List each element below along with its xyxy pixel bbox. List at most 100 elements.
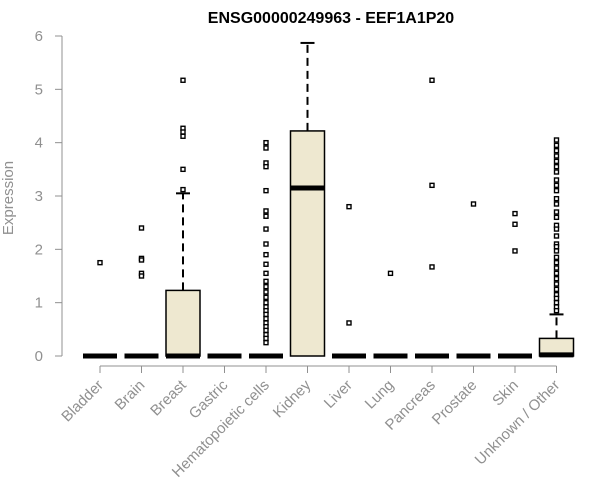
outlier-point [553, 169, 560, 175]
outlier-point [429, 77, 435, 83]
box-group [165, 77, 201, 359]
outlier-point [138, 273, 145, 279]
outlier-point [263, 270, 269, 277]
outlier-point [553, 259, 560, 266]
x-tick-label: Brain [112, 377, 149, 414]
outlier-point [553, 254, 560, 261]
outlier-point [553, 243, 560, 250]
outlier-point [263, 311, 269, 318]
outlier-point [553, 195, 560, 202]
outlier-point [263, 339, 269, 346]
outlier-point [180, 186, 186, 193]
x-tick-label: Skin [489, 377, 522, 410]
outlier-point [512, 210, 518, 217]
x-tick-label: Breast [147, 376, 190, 419]
outlier-point [346, 320, 352, 326]
box-group [498, 210, 532, 359]
chart-title: ENSG00000249963 - EEF1A1P20 [208, 10, 454, 27]
outlier-point [263, 251, 269, 258]
y-tick-label: 5 [35, 81, 43, 98]
outlier-point [263, 283, 269, 290]
outlier-point [553, 299, 560, 306]
outlier-point [553, 209, 560, 215]
outlier-point [263, 139, 269, 146]
outlier-point [263, 335, 269, 342]
x-tick-label: Lung [362, 377, 398, 413]
outlier-point [553, 142, 560, 149]
boxes-group [83, 41, 575, 359]
outlier-point [263, 187, 269, 194]
outlier-point [553, 137, 560, 143]
outlier-point [180, 77, 186, 83]
y-tick-label: 3 [35, 188, 43, 205]
x-tick-label: Kidney [270, 376, 315, 421]
outlier-point [553, 270, 560, 277]
box-group [332, 203, 366, 359]
outlier-point [263, 208, 269, 214]
outlier-point [263, 145, 269, 151]
outlier-point [263, 327, 269, 334]
outlier-point [346, 203, 352, 210]
outlier-point [263, 213, 269, 219]
y-axis: 0 1 2 3 4 5 6 [35, 28, 63, 365]
outlier-point [553, 281, 560, 287]
y-tick-label: 4 [35, 135, 43, 152]
outlier-point [138, 225, 145, 231]
outlier-point [553, 177, 560, 183]
outlier-point [553, 153, 560, 159]
outlier-point [553, 187, 560, 194]
outlier-point [263, 241, 269, 247]
outlier-point [512, 221, 518, 227]
y-tick-label: 2 [35, 241, 43, 258]
outlier-point [97, 259, 103, 266]
box-iqr [165, 289, 201, 357]
outlier-point [553, 147, 560, 154]
outlier-point [553, 163, 560, 170]
outlier-point [553, 158, 560, 165]
outlier-point [263, 226, 269, 232]
outlier-point [429, 264, 435, 270]
box-group [373, 270, 408, 359]
y-tick-label: 0 [35, 348, 43, 365]
outlier-point [263, 163, 269, 170]
outlier-point [512, 248, 518, 254]
outlier-point [387, 270, 394, 277]
outlier-point [553, 275, 560, 282]
box-group [289, 41, 326, 357]
box-group [249, 139, 283, 359]
outlier-point [553, 233, 560, 239]
box-group [538, 137, 575, 358]
box-iqr [289, 130, 326, 357]
x-tick-label: Liver [321, 377, 356, 412]
x-tick-label: Prostate [429, 377, 481, 429]
outlier-point [429, 182, 435, 189]
outlier-point [553, 226, 560, 232]
outlier-point [470, 201, 477, 207]
outlier-point [180, 129, 186, 135]
outlier-point [553, 295, 560, 302]
x-tick-label: Bladder [58, 377, 107, 426]
y-tick-label: 6 [35, 28, 43, 45]
outlier-point [553, 307, 560, 314]
outlier-point [553, 248, 560, 254]
box-group [83, 259, 117, 359]
outlier-point [263, 315, 269, 322]
outlier-point [263, 278, 269, 285]
box-group [415, 77, 449, 359]
outlier-point [263, 261, 269, 267]
outlier-point [553, 214, 560, 221]
y-tick-label: 1 [35, 295, 43, 312]
outlier-point [263, 294, 269, 301]
outlier-point [553, 201, 560, 207]
box-group [456, 201, 491, 359]
outlier-point [180, 133, 186, 139]
outlier-point [263, 289, 269, 295]
outlier-point [263, 299, 269, 306]
outlier-point [138, 257, 145, 263]
outlier-point [553, 265, 560, 271]
y-axis-label: Expression [0, 161, 17, 235]
outlier-point [553, 182, 560, 189]
outlier-point [553, 286, 560, 293]
